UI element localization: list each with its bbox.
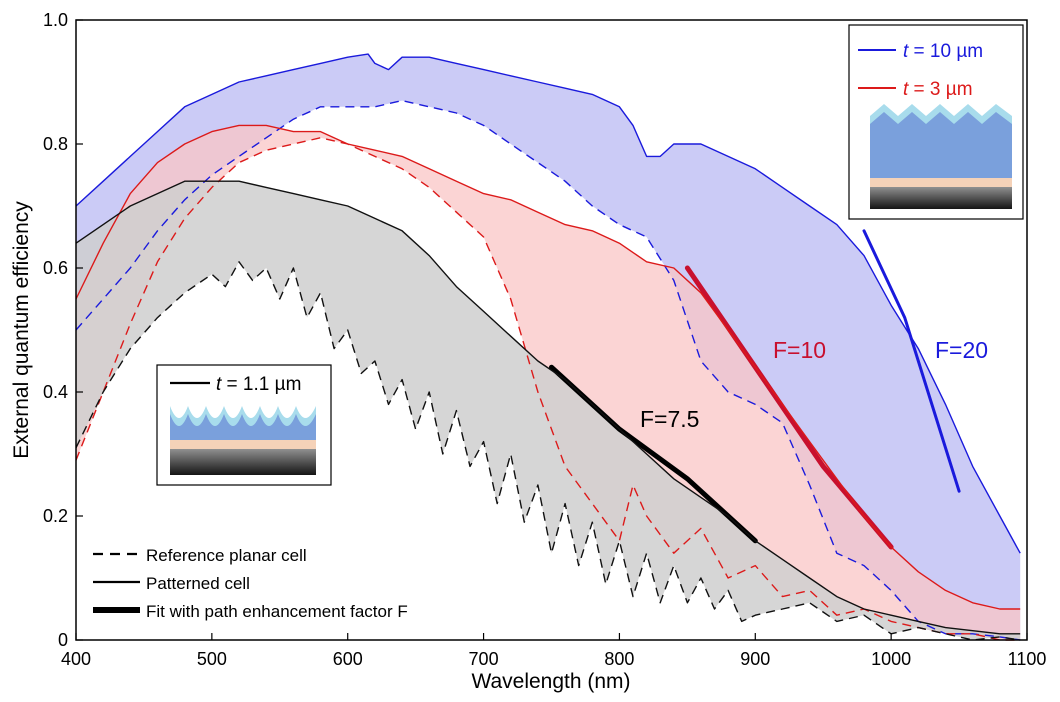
series-t1-solid — [75, 180, 1021, 635]
legend-label-reference: Reference planar cell — [146, 546, 307, 565]
x-axis-label: Wavelength (nm) — [471, 670, 630, 693]
x-tick-label: 1100 — [1008, 649, 1047, 669]
annotation-f20: F=20 — [935, 337, 988, 363]
legend-label-fit: Fit with path enhancement factor F — [146, 602, 408, 621]
series-t10-dashed — [75, 99, 1021, 641]
series-lines — [75, 53, 1021, 641]
legend-thin-cell: t = 1.1 µm — [156, 364, 332, 486]
fill-regions — [76, 54, 1021, 641]
annotation-f75: F=7.5 — [640, 406, 699, 432]
fit-line-t10 — [862, 229, 961, 493]
annotation-f10: F=10 — [773, 337, 826, 363]
series-t10-solid — [75, 53, 1021, 554]
x-axis: 400 500 600 700 800 900 1000 1100 — [61, 633, 1046, 669]
plot-frame — [75, 19, 1028, 641]
y-tick-label: 0.2 — [43, 506, 68, 526]
x-tick-label: 500 — [197, 649, 227, 669]
x-tick-label: 400 — [61, 649, 91, 669]
x-tick-label: 600 — [333, 649, 363, 669]
y-tick-label: 0.6 — [43, 258, 68, 278]
y-tick-label: 0 — [58, 630, 68, 650]
y-tick-label: 1.0 — [43, 10, 68, 30]
x-tick-label: 700 — [469, 649, 499, 669]
fill-region-t1 — [76, 181, 1021, 640]
series-t3-solid — [75, 124, 1021, 610]
series-t1-dashed — [75, 261, 1021, 641]
thick-cell-schematic-icon — [870, 104, 1012, 209]
legend-label-t3: t = 3 µm — [903, 79, 973, 100]
x-tick-label: 800 — [604, 649, 634, 669]
x-tick-label: 1000 — [871, 649, 911, 669]
y-tick-label: 0.8 — [43, 134, 68, 154]
main-legend: Reference planar cell Patterned cell Fit… — [93, 546, 408, 621]
legend-thick-cells: t = 10 µm t = 3 µm — [848, 24, 1024, 220]
legend-label-t1: t = 1.1 µm — [216, 374, 301, 395]
x-tick-label: 900 — [740, 649, 770, 669]
y-axis-label: External quantum efficiency — [10, 201, 33, 459]
legend-label-patterned: Patterned cell — [146, 574, 250, 593]
thin-cell-schematic-icon — [170, 406, 316, 475]
y-axis: 0 0.2 0.4 0.6 0.8 1.0 — [43, 10, 83, 650]
y-tick-label: 0.4 — [43, 382, 68, 402]
legend-label-t10: t = 10 µm — [903, 41, 983, 62]
fill-region-t10 — [76, 54, 1021, 641]
